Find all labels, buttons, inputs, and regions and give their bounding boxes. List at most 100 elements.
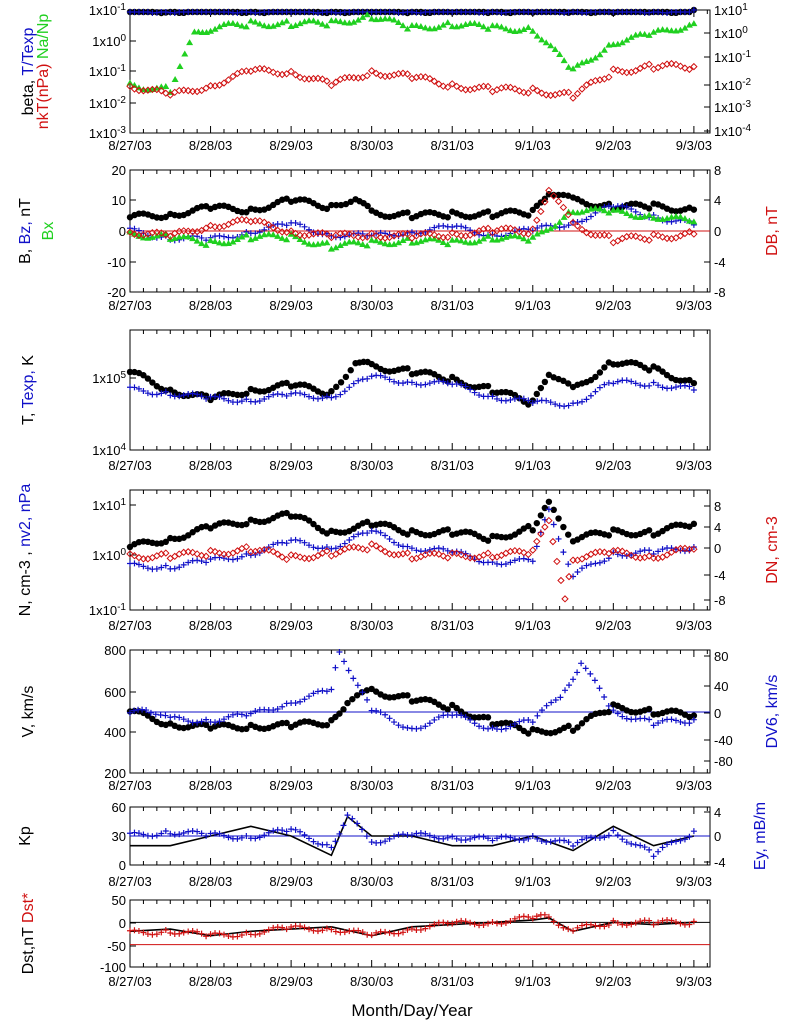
data-point (377, 372, 384, 379)
data-point (672, 717, 679, 724)
data-point (426, 235, 434, 242)
data-point (269, 231, 277, 238)
data-point (391, 9, 398, 15)
data-point (332, 244, 340, 251)
data-point (667, 548, 676, 556)
data-point (207, 556, 214, 563)
y-tick-label-left: 20 (112, 163, 126, 178)
data-point (166, 232, 174, 240)
data-point (297, 828, 304, 835)
data-point (184, 227, 192, 235)
data-point (570, 927, 577, 934)
data-point (395, 722, 402, 729)
data-point (601, 923, 608, 930)
data-point (596, 51, 604, 58)
y-axis-label-left-secondary: Bx (40, 222, 57, 241)
data-point (583, 396, 590, 403)
x-tick-label: 8/29/03 (269, 778, 312, 793)
data-point (534, 398, 541, 405)
data-point (243, 832, 250, 839)
data-point (538, 36, 546, 43)
data-point (386, 536, 393, 543)
data-point (211, 223, 219, 231)
data-point (265, 66, 273, 75)
x-tick-label: 8/29/03 (269, 138, 312, 153)
data-point (690, 387, 697, 393)
data-point (440, 222, 447, 229)
data-point (158, 830, 165, 837)
data-point (314, 551, 322, 560)
data-point (534, 712, 541, 719)
y-tick-label-left: 50 (112, 893, 126, 908)
data-point (484, 537, 492, 544)
data-point (579, 218, 586, 225)
data-point (632, 67, 640, 75)
data-point (655, 382, 662, 389)
data-point (685, 228, 694, 236)
data-point (193, 550, 201, 558)
y-tick-label-left: -10 (107, 255, 126, 270)
data-point (560, 57, 568, 64)
data-point (300, 554, 309, 562)
data-point (373, 929, 380, 936)
data-point (310, 544, 317, 551)
x-tick-label: 8/27/03 (108, 458, 151, 473)
data-point (135, 385, 142, 392)
data-point (238, 931, 245, 938)
data-point (404, 531, 411, 538)
data-point (632, 553, 640, 561)
data-point (480, 235, 488, 242)
data-point (618, 67, 626, 76)
data-point (149, 833, 156, 840)
data-point (628, 840, 635, 847)
data-point (306, 835, 313, 842)
data-point (234, 933, 241, 940)
data-point (439, 82, 447, 90)
data-point (619, 836, 626, 843)
data-point (194, 828, 201, 835)
panel-v: 8/27/03 8/28/03 8/29/03 8/30/03 8/31/03 9/1/0… (20, 643, 781, 793)
y-tick-label-right: 4 (714, 193, 721, 208)
data-point (444, 380, 451, 387)
x-tick-label: 8/31/03 (431, 298, 474, 313)
data-point (591, 204, 599, 211)
data-point (561, 837, 568, 844)
data-point (637, 548, 644, 555)
data-point (167, 830, 174, 837)
data-point (632, 380, 639, 387)
data-point (645, 705, 653, 713)
data-point (569, 727, 577, 734)
data-point (283, 222, 290, 229)
data-point (529, 400, 536, 407)
data-point (319, 927, 326, 934)
data-point (412, 21, 420, 28)
data-point (471, 921, 478, 928)
data-point (565, 561, 572, 568)
data-point (601, 558, 608, 565)
data-point (363, 11, 371, 18)
data-point (417, 72, 425, 81)
data-point (354, 820, 361, 827)
data-point (391, 378, 398, 385)
data-point (381, 15, 389, 22)
data-point (261, 928, 268, 935)
data-point (149, 931, 156, 938)
data-point (619, 713, 626, 720)
data-point (314, 395, 321, 402)
data-point (342, 200, 350, 208)
data-point (202, 224, 210, 232)
y-tick-label-right: 8 (714, 499, 721, 514)
data-point (557, 694, 564, 701)
data-point (453, 918, 460, 925)
data-point (130, 85, 139, 93)
data-point (220, 832, 227, 839)
data-point (545, 186, 553, 195)
data-point (270, 707, 277, 714)
data-point (385, 550, 394, 558)
data-point (516, 528, 523, 535)
data-point (198, 830, 205, 837)
data-point (238, 209, 246, 216)
data-point (287, 67, 295, 76)
data-point (283, 926, 290, 933)
data-point (140, 929, 147, 936)
